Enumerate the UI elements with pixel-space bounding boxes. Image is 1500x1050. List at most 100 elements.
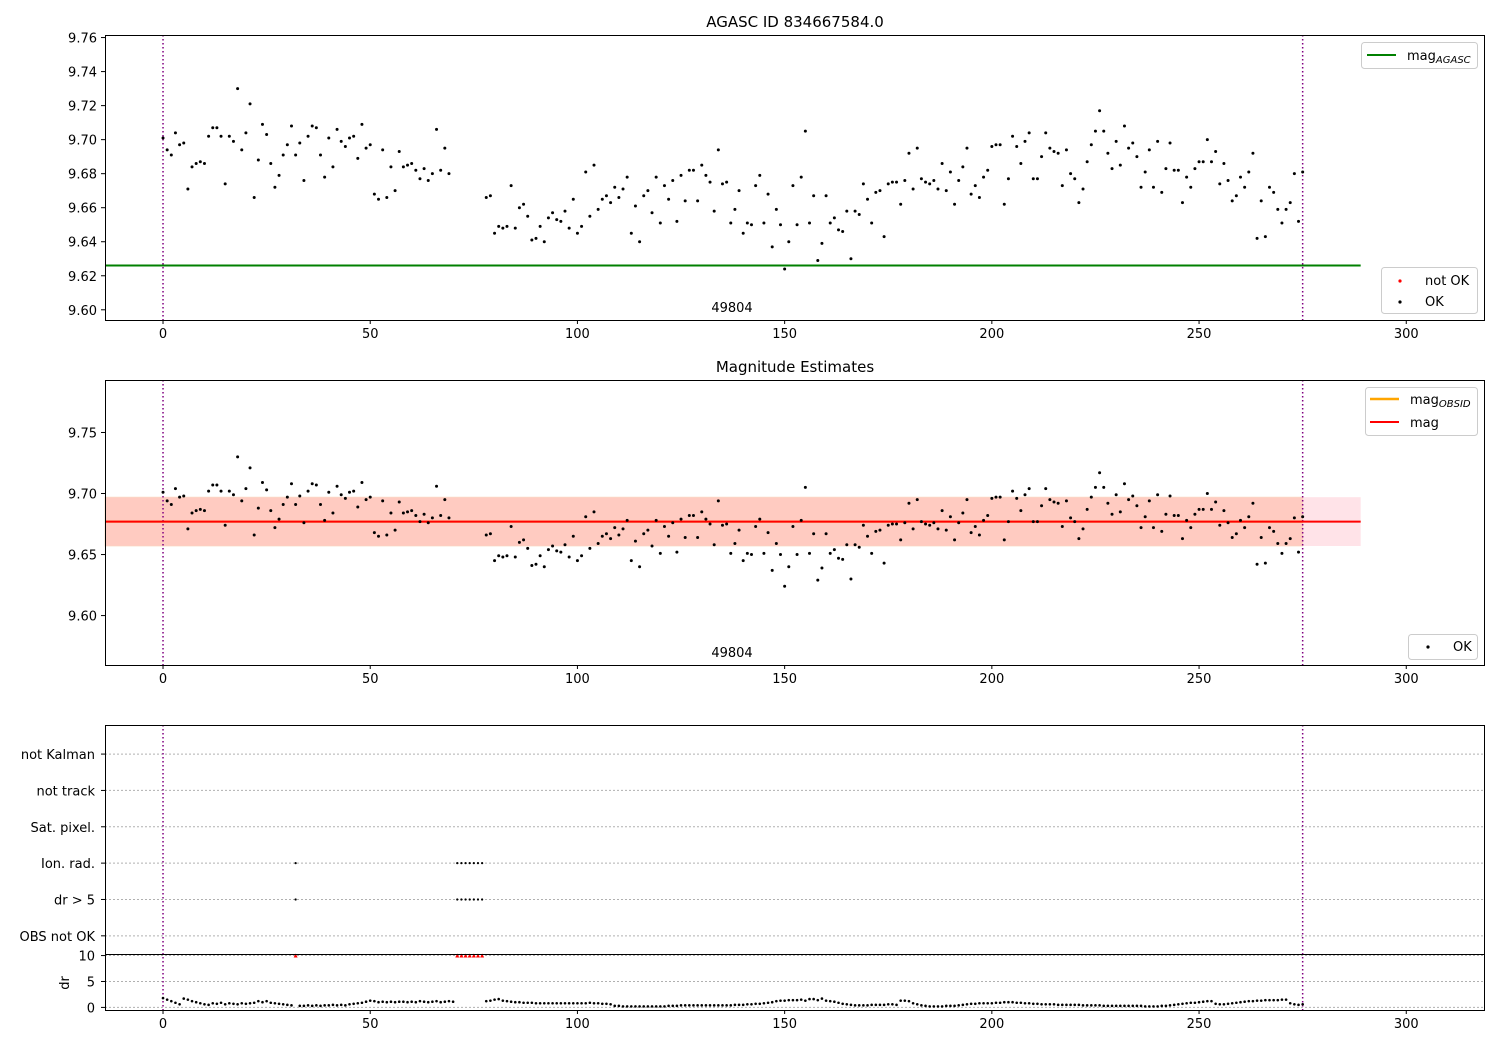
panel-magnitude-estimates: Magnitude Estimates 0 50 100 150 200 250 300 9.… [68, 358, 1485, 687]
data-point [327, 136, 331, 140]
data-point [853, 543, 857, 547]
data-point [604, 532, 608, 536]
data-point [953, 202, 957, 206]
data-point [812, 532, 816, 536]
x-tick-label: 50 [362, 672, 379, 687]
data-point [803, 129, 807, 133]
data-point [646, 189, 650, 193]
dr-point [426, 1000, 430, 1004]
data-point [828, 221, 832, 225]
data-point [256, 158, 260, 162]
legend-swatch-not-ok [1398, 279, 1402, 283]
data-point [857, 213, 861, 217]
data-point [899, 202, 903, 206]
data-point [778, 553, 782, 557]
dr-point [828, 999, 832, 1003]
dr-point [443, 1000, 447, 1004]
data-point [339, 493, 343, 497]
data-point [555, 218, 559, 222]
data-point [190, 165, 194, 169]
dr-point [1036, 1002, 1039, 1006]
data-point [1168, 494, 1172, 498]
data-point [1284, 542, 1288, 546]
dr-clipped-marker [459, 953, 464, 958]
data-point [754, 524, 758, 528]
dr-point [530, 1001, 534, 1005]
data-point [248, 466, 252, 470]
data-point [1276, 207, 1280, 211]
dr-point [944, 1004, 948, 1008]
dr-point [758, 1002, 762, 1006]
dr-point [783, 999, 786, 1002]
dr-point [932, 1005, 936, 1008]
dr-point [837, 1001, 840, 1005]
data-point [1280, 551, 1284, 555]
dr-point [820, 997, 824, 1000]
dr-point [265, 999, 268, 1003]
dr-point [1185, 1001, 1188, 1005]
x-tick-label: 300 [1394, 1017, 1419, 1032]
data-point [318, 153, 322, 157]
dr-point [199, 1001, 202, 1005]
dr-point [605, 1002, 608, 1006]
data-point [791, 524, 795, 528]
data-point [534, 236, 538, 240]
data-point [845, 209, 849, 213]
dr-point [1110, 1004, 1114, 1008]
data-point [1106, 151, 1110, 155]
data-point [1222, 161, 1226, 165]
data-point [298, 141, 302, 145]
data-point [1151, 185, 1155, 189]
data-point [592, 510, 596, 514]
data-point [310, 124, 314, 128]
data-point [940, 161, 944, 165]
data-point [393, 189, 397, 193]
dr-point [526, 1001, 530, 1005]
data-point [1172, 168, 1176, 172]
data-point [1230, 535, 1234, 539]
data-point [260, 122, 264, 126]
data-point [654, 518, 658, 522]
data-point [903, 178, 907, 182]
data-point [302, 521, 306, 525]
dr-point [1052, 1002, 1056, 1006]
data-point [588, 214, 592, 218]
dr-point [1048, 1002, 1052, 1006]
data-point [1060, 524, 1064, 528]
data-point [828, 551, 832, 555]
data-point [534, 562, 538, 566]
data-point [372, 531, 376, 535]
dr-point [327, 1004, 331, 1007]
dr-point [484, 999, 488, 1003]
data-point [948, 515, 952, 519]
data-point [1147, 148, 1151, 152]
dr-point [1235, 1001, 1238, 1005]
legend-swatch-ok [1398, 300, 1402, 304]
data-point [600, 534, 604, 538]
plot-frame [105, 725, 1485, 1011]
data-point [629, 559, 633, 563]
data-point [538, 224, 542, 228]
dr-point [1280, 998, 1284, 1001]
data-point [1139, 185, 1143, 189]
data-point [658, 221, 662, 225]
y-tick-label: 9.75 [68, 426, 97, 441]
dr-tick-label: 5 [87, 975, 95, 990]
dr-point [240, 1001, 244, 1005]
data-point [870, 551, 874, 555]
data-point [1280, 221, 1284, 225]
dr-point [493, 998, 496, 1001]
data-point [1139, 526, 1143, 530]
flag-point [294, 862, 297, 865]
data-point [919, 520, 923, 524]
data-point [708, 522, 712, 526]
dr-point [812, 997, 815, 1001]
data-point [837, 228, 841, 232]
data-point [1023, 139, 1027, 143]
dr-point [841, 1002, 844, 1006]
data-point [1172, 513, 1176, 517]
data-point [430, 172, 434, 176]
data-point [298, 494, 302, 498]
data-point [928, 182, 932, 186]
data-point [712, 209, 716, 213]
